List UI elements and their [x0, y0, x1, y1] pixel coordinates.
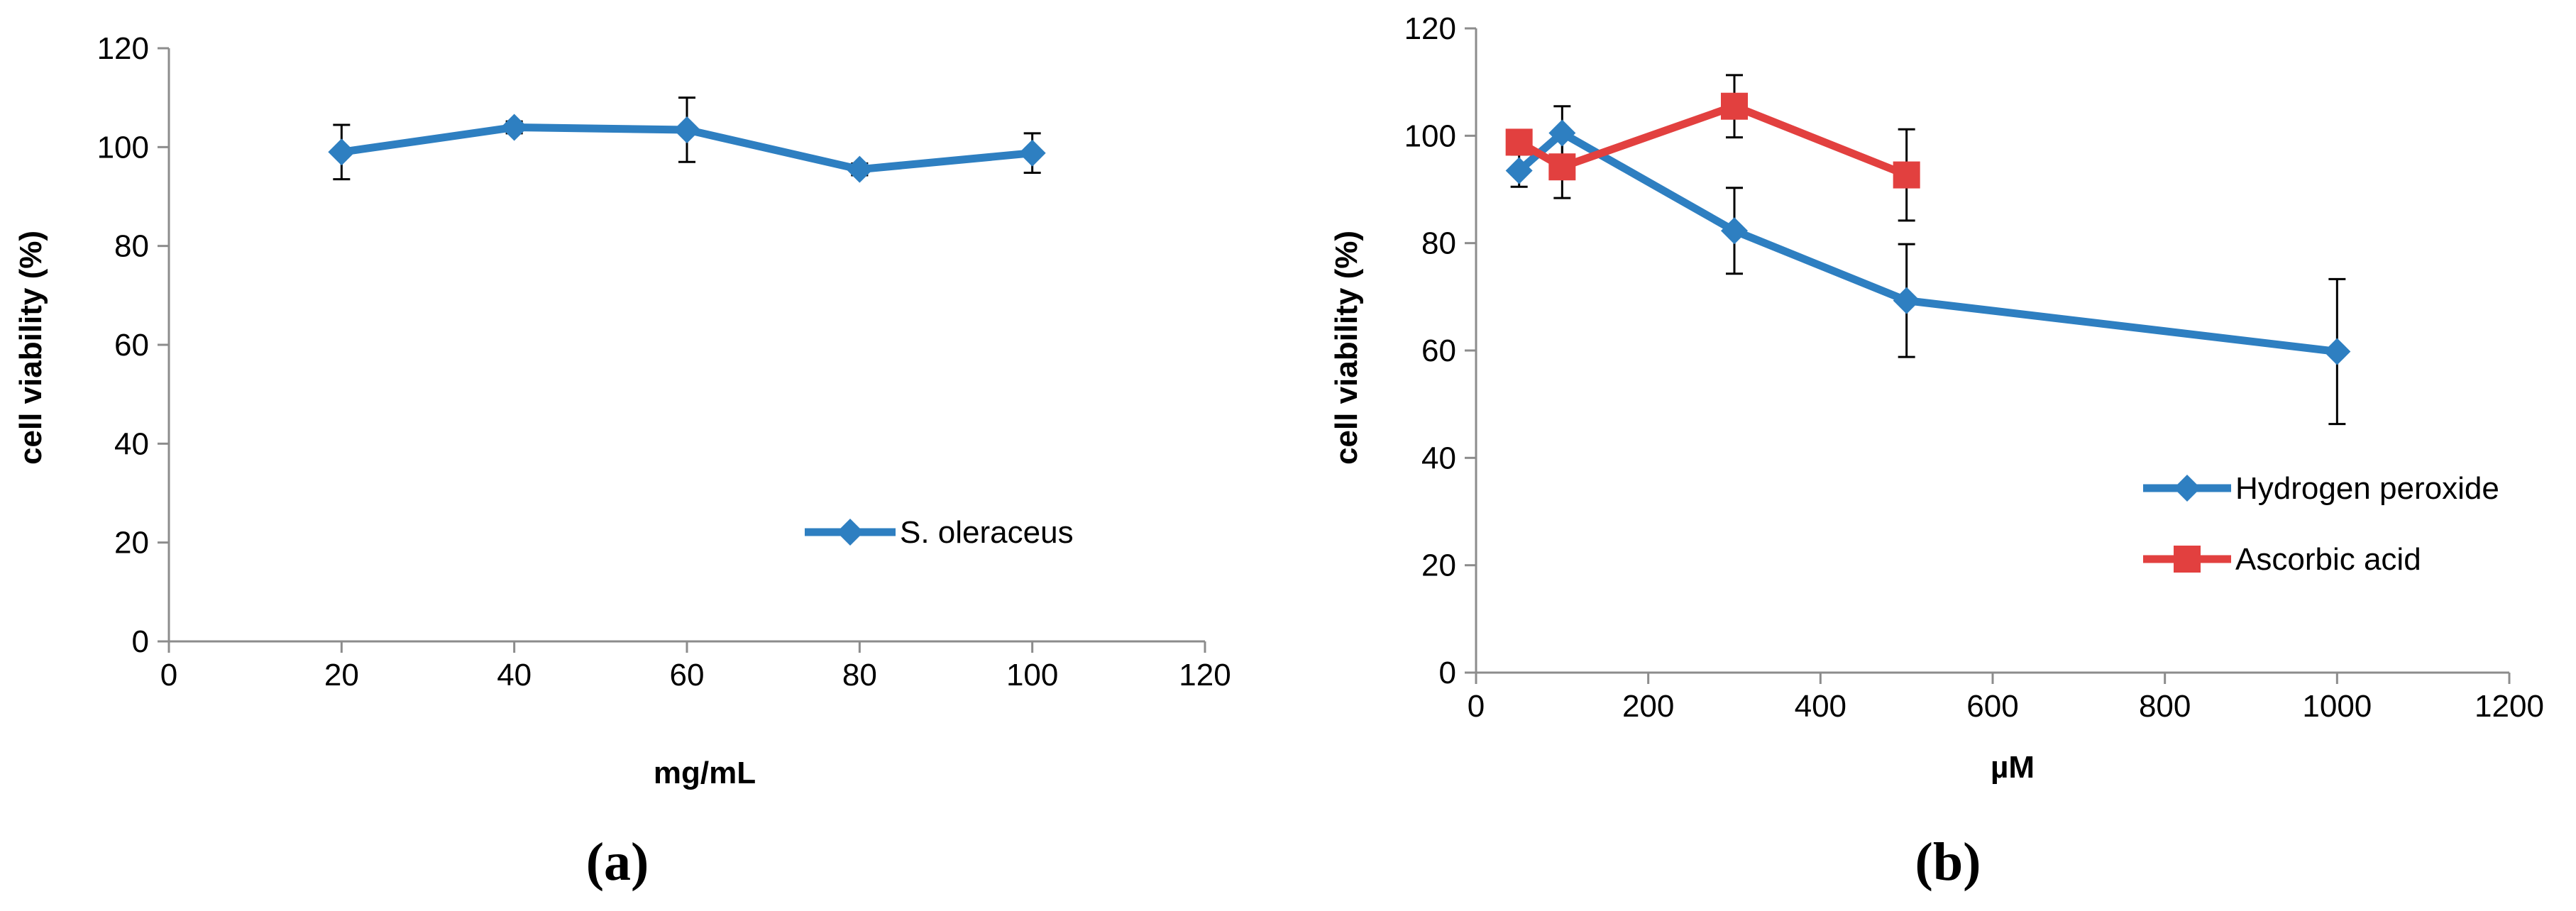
data-point	[1505, 128, 1533, 156]
x-tick-label: 100	[1006, 658, 1058, 692]
y-axis-label-a: cell viability (%)	[13, 231, 48, 465]
y-tick-label: 100	[1404, 118, 1456, 153]
x-axis-label-a: mg/mL	[654, 756, 756, 790]
data-point	[2323, 338, 2351, 365]
x-tick-label: 120	[1179, 658, 1231, 692]
y-axis-label-b: cell viability (%)	[1329, 231, 1364, 465]
x-tick-label: 40	[497, 658, 532, 692]
y-tick-label: 120	[1404, 11, 1456, 46]
x-tick-label: 200	[1622, 689, 1674, 724]
x-tick-label: 0	[160, 658, 177, 692]
x-tick-label: 80	[842, 658, 877, 692]
y-tick-label: 80	[1421, 226, 1456, 261]
x-tick-label: 400	[1795, 689, 1846, 724]
y-tick-label: 40	[114, 426, 149, 461]
legend-label: Hydrogen peroxide	[2235, 471, 2499, 506]
data-point	[846, 155, 874, 183]
x-tick-label: 1000	[2302, 689, 2372, 724]
y-tick-label: 40	[1421, 441, 1456, 475]
series-line-1	[1517, 102, 1908, 179]
legend-label: S. oleraceus	[900, 515, 1074, 550]
legend-marker	[837, 519, 864, 546]
chart-a: 0 20 40 60 80 100 120 0 20 40 60 80 100 120 mg/mL cel…	[13, 31, 1231, 892]
y-tick-label: 0	[1439, 656, 1456, 690]
y-tick-label: 100	[97, 130, 149, 165]
y-tick-label: 60	[114, 328, 149, 363]
x-tick-label: 800	[2139, 689, 2191, 724]
series-line-0	[1517, 129, 2338, 355]
data-point	[1721, 217, 1748, 245]
data-point	[673, 116, 700, 143]
panel-label-b: (b)	[1915, 832, 1981, 892]
data-point	[1721, 92, 1748, 120]
data-point	[328, 138, 356, 166]
y-tick-label: 20	[1421, 548, 1456, 583]
x-axis-label-b: µM	[1991, 750, 2035, 785]
data-point	[1505, 157, 1533, 184]
legend-marker	[2174, 475, 2201, 502]
data-point	[1893, 161, 1920, 189]
data-point	[1548, 153, 1576, 181]
data-point	[1018, 139, 1046, 167]
x-tick-label: 1200	[2475, 689, 2544, 724]
x-tick-label: 600	[1966, 689, 2018, 724]
x-tick-label: 60	[670, 658, 705, 692]
y-tick-label: 20	[114, 526, 149, 561]
x-tick-label: 20	[324, 658, 359, 692]
panel-label-a: (a)	[586, 832, 649, 892]
y-tick-label: 120	[97, 31, 149, 66]
data-point	[1893, 287, 1920, 314]
legend-marker	[2174, 546, 2201, 573]
x-tick-label: 0	[1468, 689, 1485, 724]
y-tick-label: 0	[132, 624, 149, 659]
data-point	[500, 114, 528, 141]
y-tick-label: 80	[114, 229, 149, 264]
y-tick-label: 60	[1421, 333, 1456, 368]
data-point	[1548, 119, 1576, 147]
legend-label: Ascorbic acid	[2235, 542, 2421, 577]
